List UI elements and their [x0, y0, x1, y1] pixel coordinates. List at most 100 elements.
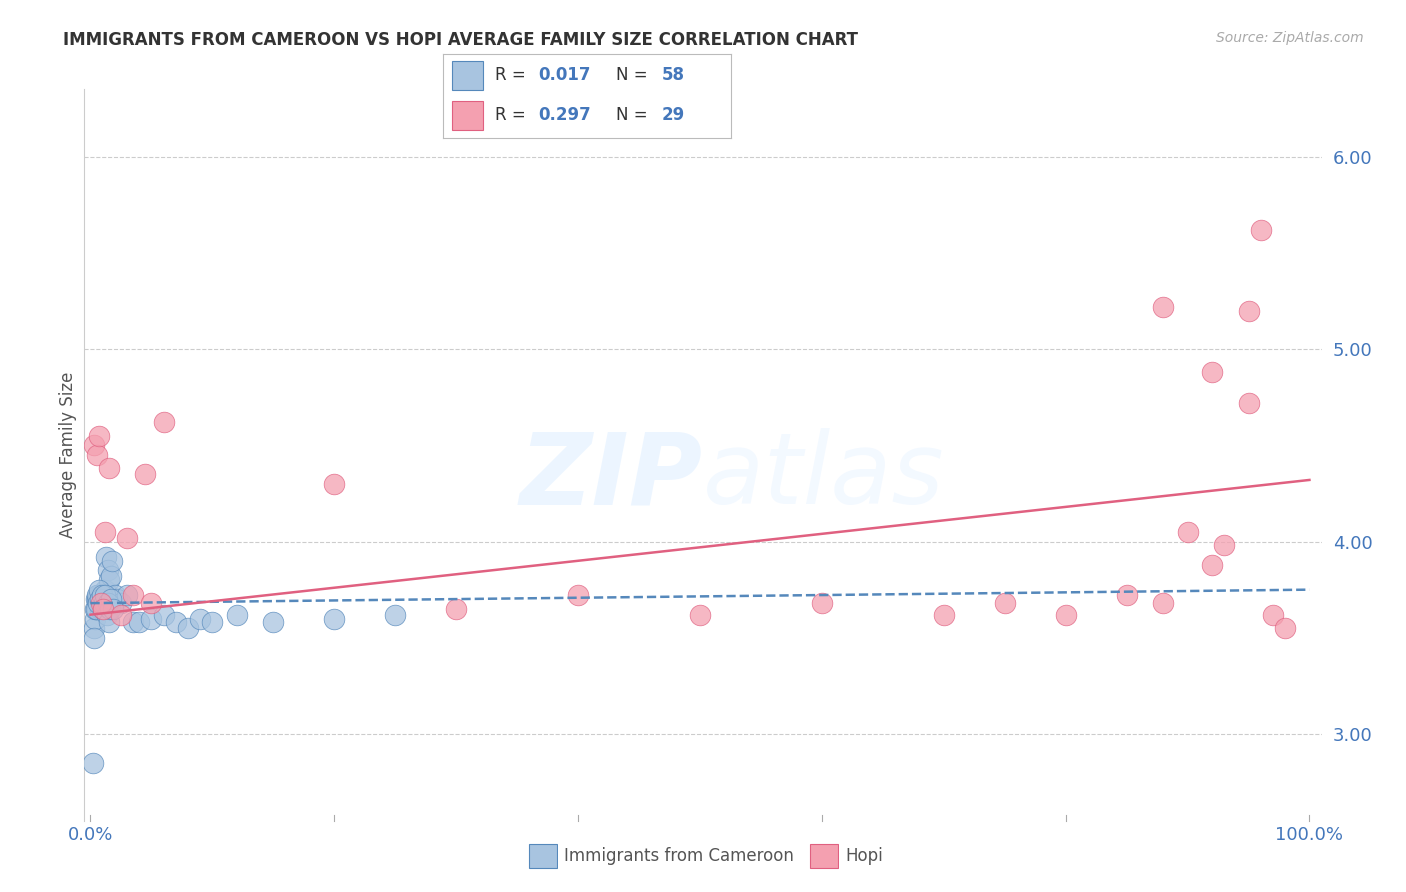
Point	[1152, 596, 1174, 610]
Point	[134, 467, 156, 482]
Point	[567, 589, 589, 603]
Point	[90, 596, 112, 610]
Text: Hopi: Hopi	[845, 847, 883, 865]
Point	[1274, 621, 1296, 635]
Point	[89, 589, 111, 603]
Point	[91, 602, 114, 616]
Text: N =: N =	[616, 66, 652, 84]
Point	[1177, 524, 1199, 539]
Point	[87, 596, 110, 610]
Point	[141, 596, 163, 610]
Point	[98, 592, 121, 607]
Point	[90, 592, 112, 607]
Point	[87, 589, 110, 603]
Point	[165, 615, 187, 630]
Point	[87, 596, 110, 610]
Point	[94, 582, 117, 597]
Point	[932, 607, 955, 622]
Point	[84, 602, 107, 616]
Point	[128, 615, 150, 630]
Point	[89, 582, 111, 597]
Point	[141, 611, 163, 625]
Text: R =: R =	[495, 66, 531, 84]
Text: R =: R =	[495, 105, 531, 123]
Point	[689, 607, 711, 622]
Point	[1261, 607, 1284, 622]
Point	[94, 524, 117, 539]
Text: 0.297: 0.297	[538, 105, 591, 123]
Point	[115, 589, 138, 603]
Point	[96, 607, 118, 622]
Point	[91, 592, 114, 607]
Point	[188, 611, 211, 625]
Bar	[451, 101, 484, 130]
Point	[1213, 538, 1236, 552]
Point	[201, 615, 224, 630]
Point	[811, 596, 834, 610]
Point	[323, 476, 346, 491]
Point	[177, 621, 200, 635]
Point	[91, 602, 114, 616]
Point	[86, 602, 108, 616]
Text: Source: ZipAtlas.com: Source: ZipAtlas.com	[1216, 31, 1364, 45]
Point	[96, 549, 118, 564]
Point	[1152, 300, 1174, 314]
Point	[122, 589, 145, 603]
Point	[1237, 303, 1260, 318]
Text: 29: 29	[662, 105, 685, 123]
Point	[89, 592, 111, 607]
Point	[93, 592, 115, 607]
Point	[384, 607, 406, 622]
Point	[96, 563, 118, 577]
Point	[98, 602, 121, 616]
Point	[84, 592, 107, 607]
Point	[89, 602, 111, 616]
Point	[83, 438, 105, 452]
Text: 0.017: 0.017	[538, 66, 591, 84]
Point	[1250, 223, 1272, 237]
Point	[152, 607, 174, 622]
Point	[90, 596, 112, 610]
Point	[115, 531, 138, 545]
Point	[87, 428, 110, 442]
Point	[93, 589, 115, 603]
Point	[91, 602, 114, 616]
Point	[152, 415, 174, 429]
Point	[104, 589, 127, 603]
Point	[86, 592, 108, 607]
Point	[110, 607, 132, 622]
Point	[994, 596, 1017, 610]
Point	[84, 602, 107, 616]
Point	[101, 554, 124, 568]
Point	[444, 602, 467, 616]
Point	[83, 631, 105, 645]
Text: N =: N =	[616, 105, 652, 123]
Text: 58: 58	[662, 66, 685, 84]
Point	[101, 602, 124, 616]
Point	[1201, 365, 1223, 379]
Point	[1201, 558, 1223, 572]
Point	[94, 589, 117, 603]
Point	[1237, 396, 1260, 410]
Text: atlas: atlas	[703, 428, 945, 525]
Y-axis label: Average Family Size: Average Family Size	[59, 372, 77, 538]
Point	[100, 569, 122, 583]
Point	[122, 615, 145, 630]
Point	[98, 615, 121, 630]
Point	[87, 592, 110, 607]
Point	[82, 756, 104, 770]
Point	[105, 592, 128, 607]
Point	[93, 596, 115, 610]
Point	[83, 611, 105, 625]
Point	[100, 592, 122, 607]
Point	[90, 589, 112, 603]
Point	[86, 448, 108, 462]
Point	[1115, 589, 1137, 603]
Point	[1054, 607, 1077, 622]
Bar	[451, 62, 484, 90]
Point	[225, 607, 247, 622]
Point	[262, 615, 284, 630]
Text: ZIP: ZIP	[520, 428, 703, 525]
Text: Immigrants from Cameroon: Immigrants from Cameroon	[564, 847, 793, 865]
Point	[97, 596, 120, 610]
